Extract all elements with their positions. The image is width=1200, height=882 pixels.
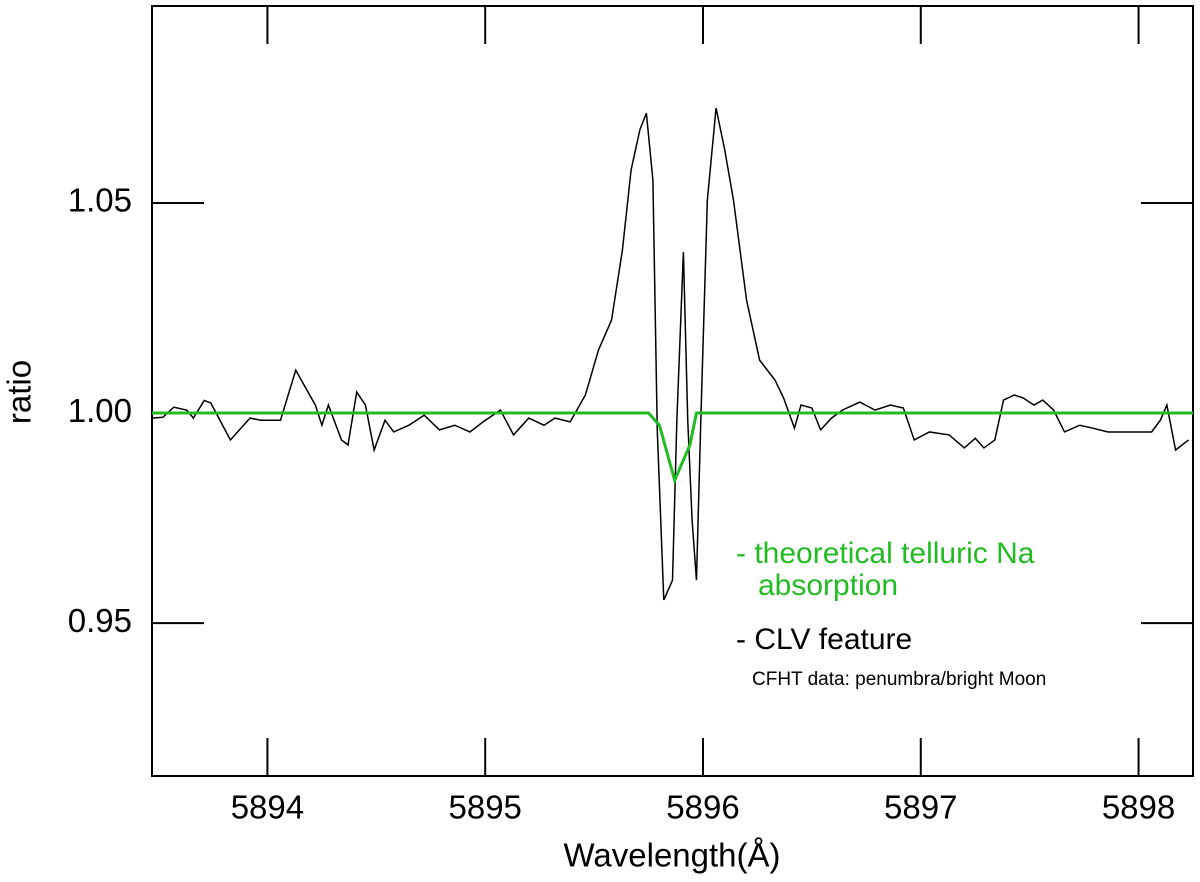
annotation: CFHT data: penumbra/bright Moon — [752, 669, 1046, 690]
data-line — [152, 107, 1190, 601]
y-tick-label: 0.95 — [68, 602, 132, 639]
y-tick-label: 1.05 — [68, 182, 132, 219]
x-tick-label: 5896 — [666, 789, 739, 826]
data-line — [152, 411, 1193, 485]
y-tick-label: 1.00 — [68, 392, 132, 429]
plot-frame — [151, 5, 1194, 777]
x-tick-label: 5894 — [231, 789, 304, 826]
annotation: - theoretical telluric Na — [736, 537, 1035, 570]
y-axis-label: ratio — [1, 360, 38, 424]
annotation: absorption — [758, 569, 898, 602]
x-tick-label: 5897 — [884, 789, 957, 826]
annotation: - CLV feature — [736, 623, 912, 656]
x-tick-label: 5895 — [448, 789, 521, 826]
x-tick-label: 5898 — [1102, 789, 1175, 826]
x-axis-label: Wavelength(Å) — [563, 837, 780, 874]
